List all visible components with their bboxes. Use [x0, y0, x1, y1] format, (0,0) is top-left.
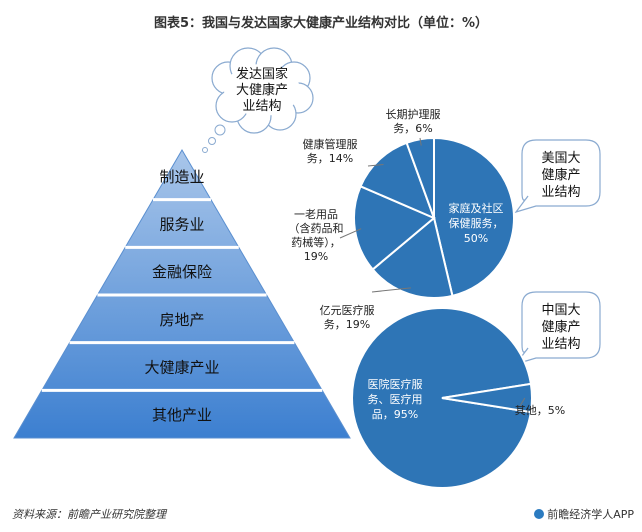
pie-slice-label: 亿元医疗服务，19% [320, 303, 375, 331]
pie-leader-line [339, 228, 362, 239]
pie-slice [441, 382, 533, 414]
pie-slice-label: 健康管理服务，14% [303, 137, 358, 165]
cloud-bubble [214, 124, 226, 136]
pyramid-level-label: 服务业 [159, 216, 204, 234]
pie-slice-label: 一老用品（含药品和药械等）， 19% [289, 208, 344, 263]
source-note: 资料来源：前瞻产业研究院整理 [12, 508, 166, 521]
chart-title: 图表5：我国与发达国家大健康产业结构对比（单位：%） [153, 16, 489, 31]
pyramid-level-label: 其他产业 [152, 406, 212, 424]
pie-slice-label: 医院医疗服务、医疗用品，95% [368, 377, 423, 421]
pie-leader-line [419, 137, 422, 146]
brand-logo-icon [534, 509, 545, 519]
pie-slice-label: 长期护理服务，6% [386, 107, 441, 135]
bubble-usa: 美国大健康产业结构 [514, 139, 601, 214]
pie-leader-line [367, 163, 384, 167]
pyramid-level-label: 金融保险 [152, 263, 212, 281]
pie-slice [433, 136, 515, 298]
pie-slice-label: 其他，5% [515, 404, 565, 417]
pyramid-level-label: 房地产 [159, 311, 204, 329]
bubble-china: 中国大健康产业结构 [514, 291, 601, 366]
pie-slice [371, 216, 454, 299]
pie-china: 医院医疗服务、医疗用品，95% 其他，5% [351, 307, 565, 489]
bubble-text: 中国大健康产业结构 [541, 303, 580, 352]
pie-leader-line [371, 287, 411, 293]
cloud-text: 发达国家大健康产业结构 [236, 66, 288, 114]
pie-slice [353, 184, 436, 271]
pyramid-level-label: 制造业 [159, 168, 204, 186]
bubble-text: 美国大健康产业结构 [541, 151, 580, 200]
pyramid-level-label: 大健康产业 [144, 359, 219, 377]
cloud-bubble [208, 137, 216, 145]
pie-slice-label: 家庭及社区保健服务， 50% [449, 201, 504, 245]
pie-usa: 家庭及社区保健服务， 50% 亿元医疗服务，19% 一老用品（含药品和药械等）， 19%… [289, 107, 515, 331]
pie-slice [359, 141, 436, 220]
pie-leader-line [519, 397, 526, 407]
brand-text: 前瞻经济学人APP [547, 508, 634, 521]
cloud-bubble [202, 147, 208, 153]
pie-slice [351, 307, 533, 489]
brand-label: 前瞻经济学人APP [534, 506, 634, 522]
cloud-developed: 发达国家大健康产业结构 [211, 47, 314, 134]
